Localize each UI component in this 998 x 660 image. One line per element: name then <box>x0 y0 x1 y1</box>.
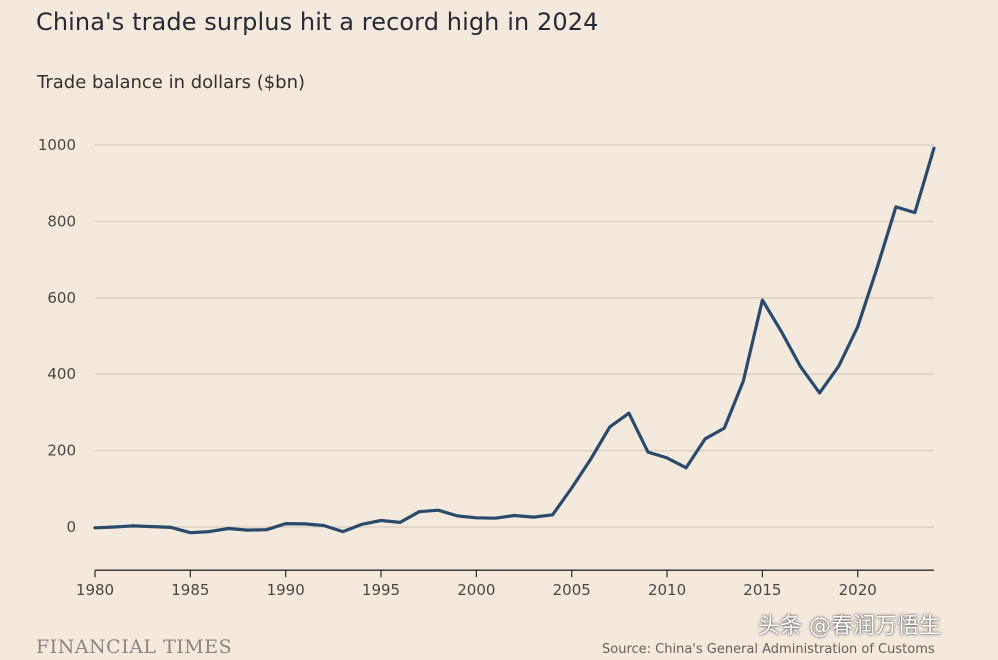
y-tick-800: 800 <box>47 212 76 230</box>
chart-title: China's trade surplus hit a record high … <box>36 8 599 36</box>
x-tick-1980: 1980 <box>76 581 114 599</box>
y-tick-1000: 1000 <box>38 136 76 154</box>
x-tick-1985: 1985 <box>171 581 209 599</box>
brand-logo: FINANCIAL TIMES <box>36 636 233 658</box>
x-tick-2000: 2000 <box>457 581 495 599</box>
x-tick-labels: 1980 1985 1990 1995 2000 2005 2010 2015 2020 <box>76 581 877 599</box>
x-tick-1995: 1995 <box>362 581 400 599</box>
y-tick-400: 400 <box>47 365 76 383</box>
x-tick-2015: 2015 <box>743 581 781 599</box>
y-tick-0: 0 <box>66 518 76 536</box>
x-tick-2005: 2005 <box>553 581 591 599</box>
x-axis <box>94 569 934 578</box>
series-line-0 <box>93 146 936 535</box>
grid-lines <box>95 144 934 528</box>
series-lines <box>93 146 936 535</box>
x-tick-2020: 2020 <box>839 581 877 599</box>
y-tick-600: 600 <box>47 289 76 307</box>
y-tick-labels: 0 200 400 600 800 1000 <box>38 136 76 536</box>
source-note: Source: China's General Administration o… <box>602 642 935 657</box>
y-axis-label: Trade balance in dollars ($bn) <box>37 72 306 93</box>
y-tick-200: 200 <box>47 442 76 460</box>
x-tick-2010: 2010 <box>648 581 686 599</box>
watermark: 头条 @春润万悟生 <box>758 614 941 639</box>
x-tick-1990: 1990 <box>267 581 305 599</box>
